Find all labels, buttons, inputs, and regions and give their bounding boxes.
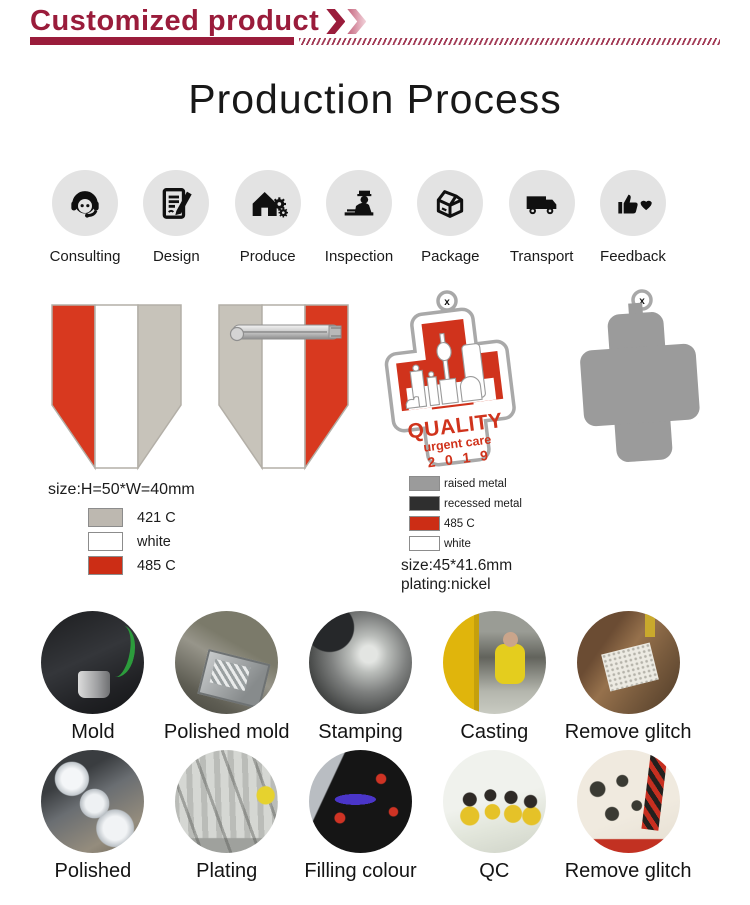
casting-photo xyxy=(442,611,546,714)
photo-label: Plating xyxy=(196,860,258,882)
section-title: Customized product xyxy=(30,5,320,37)
step-inspection: Inspection xyxy=(324,170,394,265)
open-box-icon xyxy=(417,170,484,236)
photo-step-remove-glitch-2: Remove glitch xyxy=(561,750,695,883)
legend-row: white xyxy=(88,532,195,551)
photo-step-stamping: Stamping xyxy=(294,611,428,744)
step-feedback: Feedback xyxy=(599,170,666,265)
medal-plating-label: plating:nickel xyxy=(401,576,491,594)
plating-photo xyxy=(175,750,279,853)
medal-front: x QUALITY urgent care xyxy=(384,290,516,471)
photo-label: Remove glitch xyxy=(564,721,692,743)
chevron-right-icon xyxy=(347,9,367,34)
color-swatch-white xyxy=(409,536,440,551)
swatch-label: 485 C xyxy=(444,517,475,530)
shield-size-label: size:H=50*W=40mm xyxy=(48,481,195,498)
medal-back: x xyxy=(580,289,700,462)
legend-row: raised metal xyxy=(409,476,522,491)
color-swatch-485c xyxy=(88,556,123,575)
medal-text-line3: 2 0 1 9 xyxy=(427,447,492,471)
photo-label: Polished xyxy=(54,860,132,882)
photo-step-qc: QC xyxy=(427,750,561,883)
polished-photo xyxy=(41,750,145,853)
underline-hatch-bar xyxy=(299,37,720,45)
step-label: Produce xyxy=(239,248,296,265)
photo-step-filling-colour: Filling colour xyxy=(294,750,428,883)
step-label: Package xyxy=(421,248,480,265)
polished-mold-photo xyxy=(175,611,279,714)
photo-label: Stamping xyxy=(318,721,403,743)
artwork-section: x QUALITY urgent care xyxy=(0,285,750,611)
shield-legend: size:H=50*W=40mm 421 C white 485 C xyxy=(48,481,195,580)
chevron-right-icon xyxy=(326,9,346,34)
step-label: Design xyxy=(152,248,200,265)
photo-step-polished: Polished xyxy=(26,750,160,883)
hanger-mark: x xyxy=(444,297,450,308)
color-swatch-raised-metal xyxy=(409,476,440,491)
photo-label: Polished mold xyxy=(163,721,290,743)
medal-size-label: size:45*41.6mm xyxy=(401,557,513,574)
photo-step-remove-glitch: Remove glitch xyxy=(561,611,695,744)
thumbs-up-heart-icon xyxy=(599,170,666,236)
medal-legend: raised metal recessed metal 485 C white … xyxy=(401,476,522,595)
underline-solid-bar xyxy=(30,37,294,45)
swatch-label: white xyxy=(137,533,171,550)
inspector-desk-icon xyxy=(325,170,392,236)
step-label: Consulting xyxy=(49,248,121,265)
stamping-photo xyxy=(308,611,412,714)
city-skyline xyxy=(405,332,497,411)
process-steps-row: Consulting Design xyxy=(49,170,666,265)
shield-badge-front xyxy=(51,304,182,471)
swatch-label: 485 C xyxy=(137,557,176,574)
photo-step-mold: Mold xyxy=(26,611,160,744)
color-swatch-recessed-metal xyxy=(409,496,440,511)
swatch-label: 421 C xyxy=(137,509,176,526)
hanger-mark: x xyxy=(639,296,645,307)
mold-photo xyxy=(41,611,145,714)
legend-row: white xyxy=(409,536,522,551)
photo-label: Mold xyxy=(71,721,115,743)
step-design: Design xyxy=(143,170,210,265)
step-produce: Produce xyxy=(234,170,301,265)
shield-badge-back xyxy=(218,304,349,471)
safety-pin-clasp xyxy=(229,324,342,342)
document-pencil-icon xyxy=(143,170,210,236)
legend-row: 421 C xyxy=(88,508,195,527)
photo-label: QC xyxy=(479,860,510,882)
swatch-label: recessed metal xyxy=(444,497,522,510)
truck-icon xyxy=(508,170,575,236)
swatch-label: white xyxy=(444,537,471,550)
step-package: Package xyxy=(417,170,484,265)
qc-photo xyxy=(442,750,546,853)
factory-gears-icon xyxy=(234,170,301,236)
photo-step-plating: Plating xyxy=(160,750,294,883)
photo-label: Casting xyxy=(460,721,529,743)
step-label: Feedback xyxy=(600,248,666,265)
photo-row-2: Polished Plating Filling colour QC Remov… xyxy=(26,750,695,883)
photo-label: Filling colour xyxy=(304,860,417,882)
step-label: Transport xyxy=(509,248,574,265)
legend-row: recessed metal xyxy=(409,496,522,511)
legend-row: 485 C xyxy=(88,556,195,575)
legend-row: 485 C xyxy=(409,516,522,531)
color-swatch-white xyxy=(88,532,123,551)
color-swatch-485c xyxy=(409,516,440,531)
page-title: Production Process xyxy=(188,76,562,122)
step-consulting: Consulting xyxy=(49,170,121,265)
step-label: Inspection xyxy=(324,248,394,265)
photo-label: Remove glitch xyxy=(564,860,692,882)
photo-step-polished-mold: Polished mold xyxy=(160,611,294,744)
remove-glitch-photo xyxy=(576,750,680,853)
photo-row-1: Mold Polished mold Stamping Casting Remo… xyxy=(26,611,695,744)
step-transport: Transport xyxy=(508,170,575,265)
filling-colour-photo xyxy=(308,750,412,853)
headset-agent-icon xyxy=(52,170,118,236)
remove-glitch-photo xyxy=(576,611,680,714)
color-swatch-421c xyxy=(88,508,123,527)
swatch-label: raised metal xyxy=(444,477,507,490)
section-underline xyxy=(30,37,720,45)
section-header: Customized product xyxy=(30,5,367,38)
photo-step-casting: Casting xyxy=(427,611,561,744)
